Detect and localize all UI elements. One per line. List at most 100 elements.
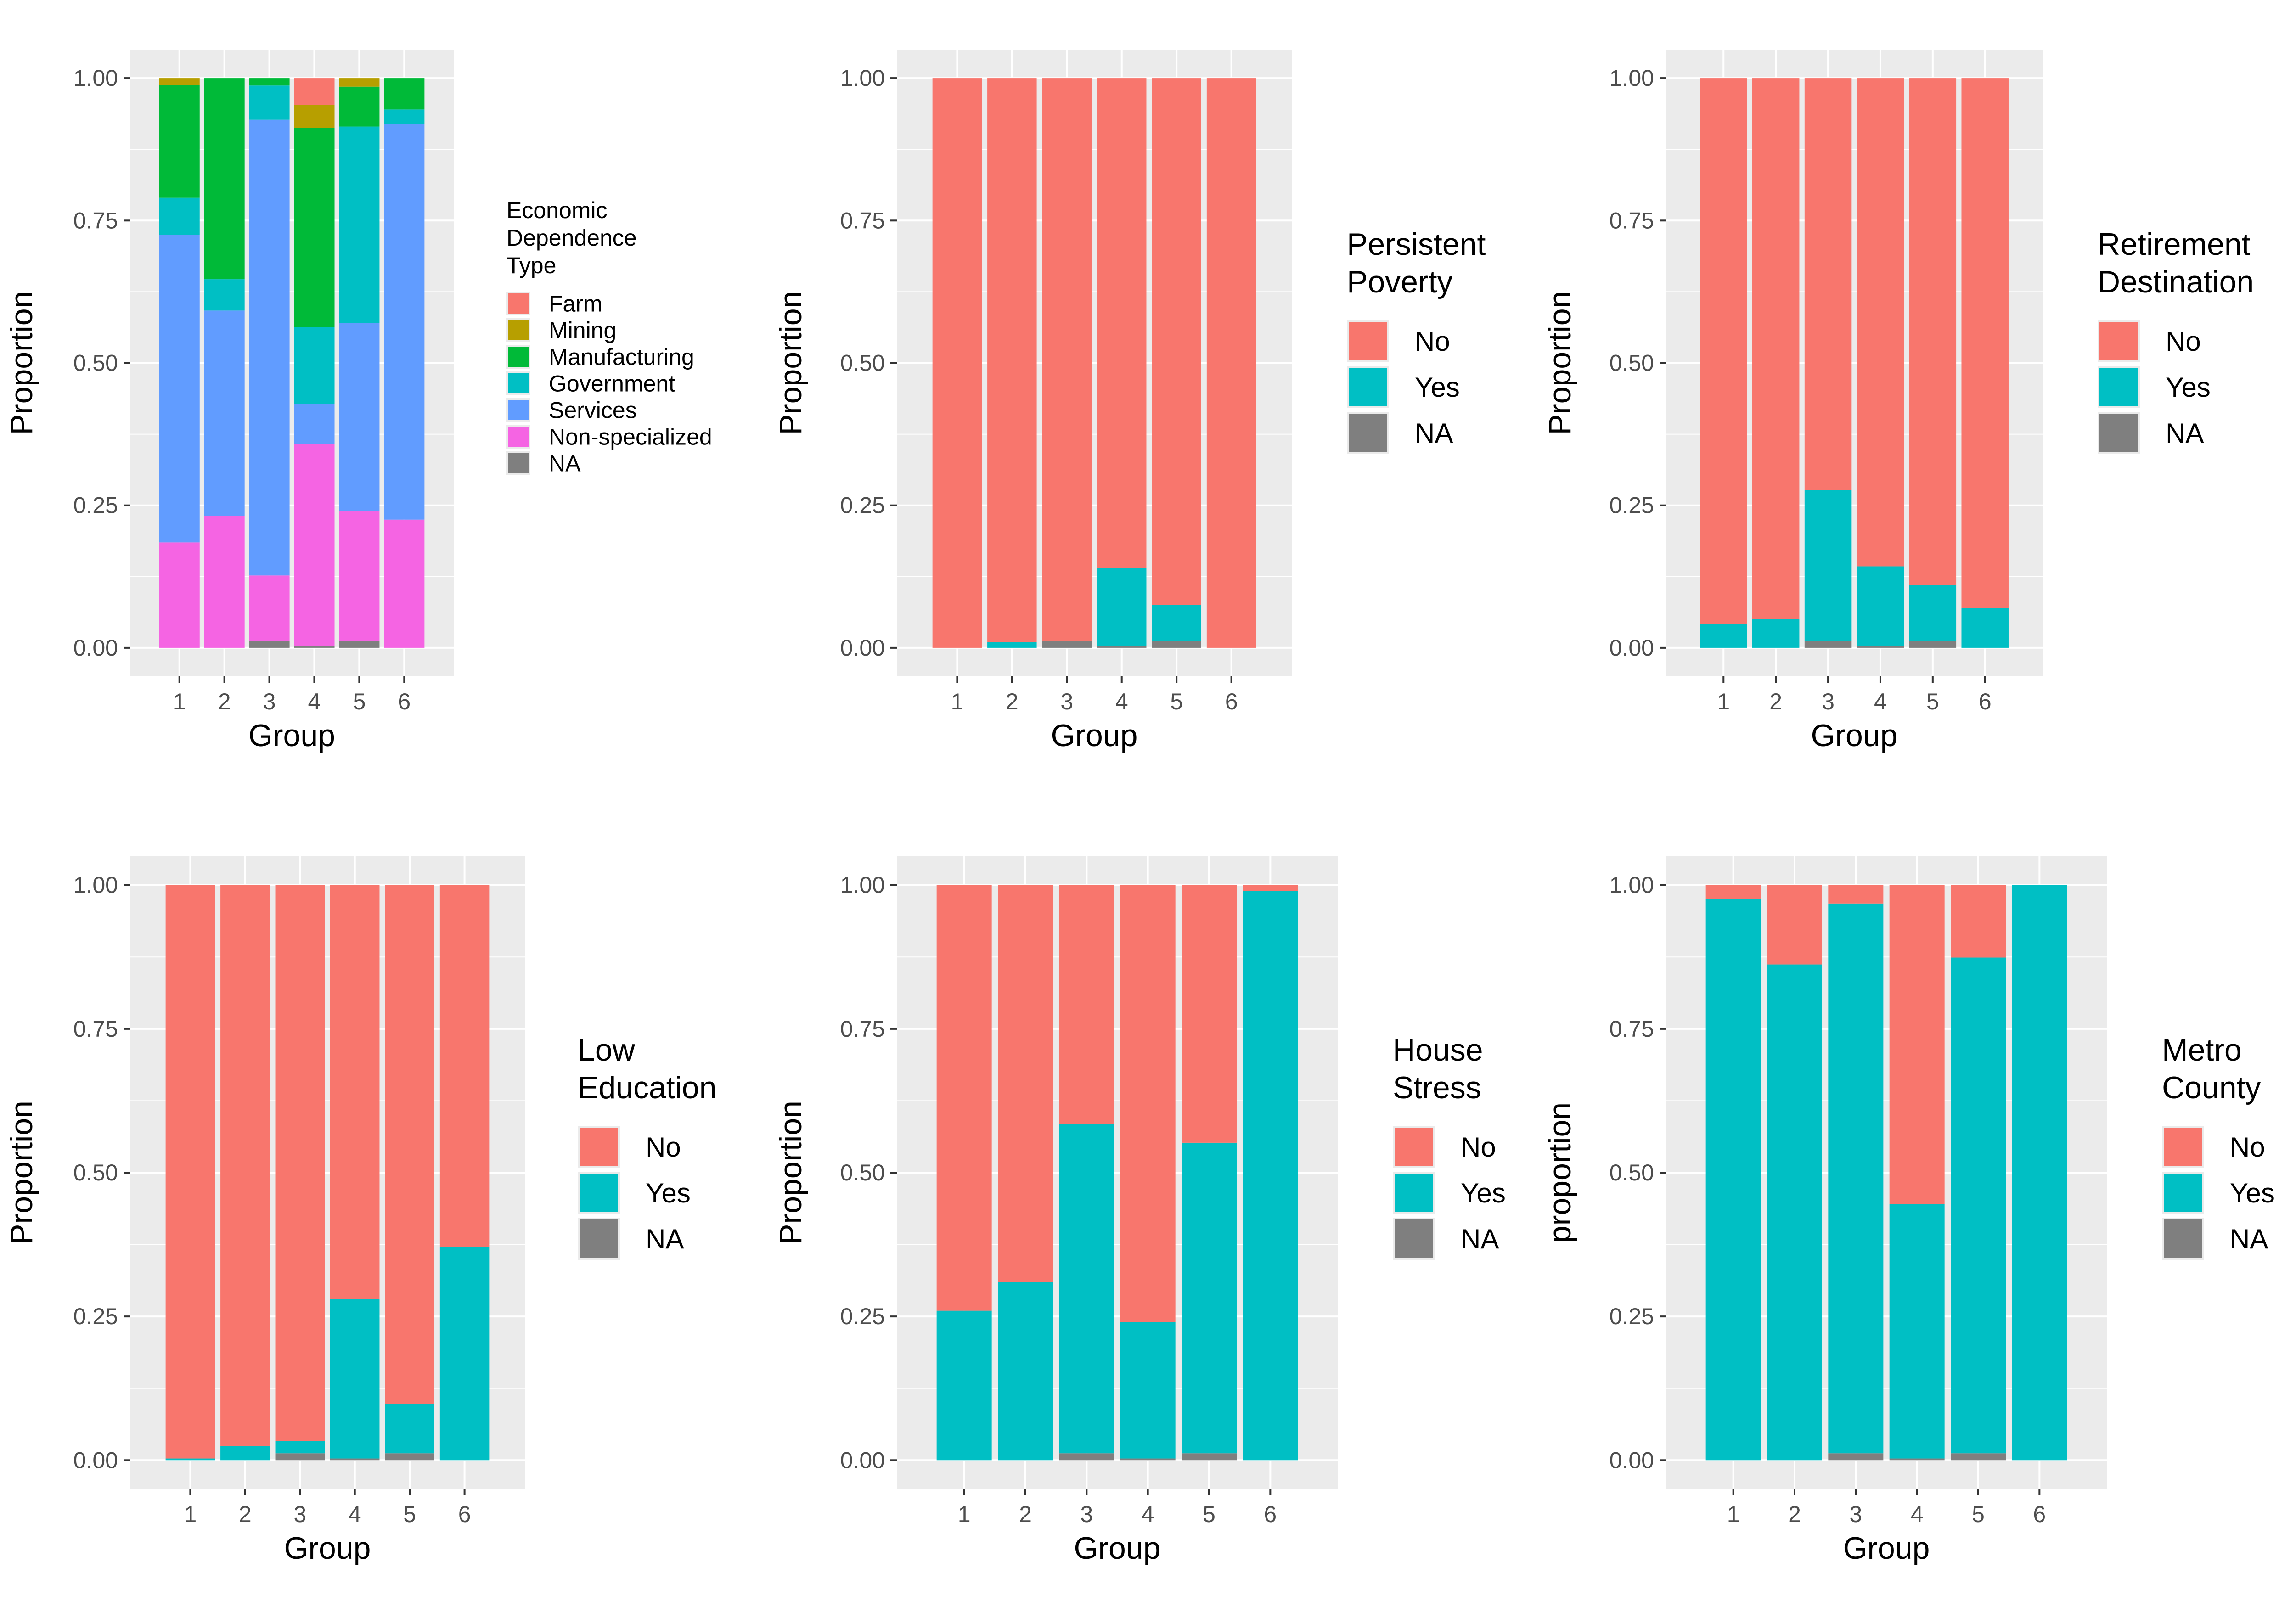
- panel-4: 0.00 0.25 0.50 0.75 1.00 1 2 3 4 5 6 Group Proportio…: [4, 856, 716, 1566]
- y-tick-label: 0.75: [1609, 1016, 1654, 1042]
- bar-segment-na-group-3: [1828, 1453, 1884, 1461]
- legend-key-yes: [580, 1174, 618, 1212]
- legend-label: Yes: [2166, 372, 2211, 403]
- legend-label: Services: [549, 398, 637, 423]
- legend-label: NA: [2230, 1224, 2268, 1254]
- legend-label: Mining: [549, 318, 616, 343]
- y-tick-label: 0.00: [840, 635, 885, 661]
- bar-segment-government-group-6: [384, 109, 425, 124]
- bar-segment-no-group-2: [987, 78, 1037, 642]
- y-tick-label: 0.00: [840, 1447, 885, 1473]
- bar-segment-no-group-4: [1857, 78, 1904, 567]
- x-tick-label: 3: [1822, 689, 1835, 714]
- y-tick-label: 0.25: [73, 493, 118, 518]
- legend-key-yes: [1395, 1174, 1433, 1212]
- bar-segment-yes-group-2: [1752, 619, 1800, 648]
- bar-segment-yes-group-2: [998, 1281, 1053, 1461]
- legend-title: Persistent: [1347, 227, 1486, 262]
- x-tick-label: 2: [239, 1501, 252, 1527]
- y-tick-label: 0.50: [840, 350, 885, 376]
- legend-title: County: [2162, 1070, 2261, 1105]
- bar-segment-na-group-3: [275, 1453, 325, 1461]
- y-tick-label: 1.00: [73, 65, 118, 91]
- bar-segment-yes-group-2: [220, 1445, 270, 1461]
- legend-label: Yes: [646, 1178, 691, 1208]
- bar-segment-no-group-5: [1951, 885, 2006, 958]
- bar-segment-na-group-5: [1182, 1453, 1237, 1461]
- y-tick-label: 0.25: [73, 1304, 118, 1329]
- bar-segment-yes-group-5: [1909, 585, 1957, 641]
- x-tick-label: 1: [951, 689, 963, 714]
- legend-key-services: [508, 400, 529, 420]
- y-axis-title: Proportion: [773, 1101, 808, 1245]
- bar-segment-government-group-3: [249, 85, 290, 120]
- legend-title: Economic: [506, 197, 608, 223]
- legend-key-na: [580, 1219, 618, 1258]
- bar-segment-na-group-4: [1889, 1458, 1945, 1461]
- y-axis-title: Proportion: [4, 1101, 39, 1245]
- x-tick-label: 3: [293, 1501, 306, 1527]
- legend-title: Destination: [2098, 264, 2254, 299]
- legend-label: Farm: [549, 291, 602, 317]
- x-axis-title: Group: [1074, 1531, 1161, 1566]
- legend-label: No: [2230, 1132, 2265, 1163]
- bar-segment-manufacturing-group-6: [384, 78, 425, 110]
- bar-segment-na-group-3: [1059, 1453, 1114, 1461]
- bar-segment-no-group-2: [998, 885, 1053, 1282]
- x-tick-label: 4: [308, 689, 321, 714]
- x-tick-label: 2: [1788, 1501, 1801, 1527]
- bar-segment-government-group-5: [339, 126, 380, 323]
- legend-title: Metro: [2162, 1033, 2242, 1068]
- x-tick-label: 6: [1979, 689, 1992, 714]
- y-tick-label: 0.50: [73, 350, 118, 376]
- x-tick-label: 1: [173, 689, 186, 714]
- legend-key-yes: [2099, 368, 2138, 406]
- bar-segment-no-group-1: [1700, 78, 1747, 624]
- bar-segment-yes-group-3: [1828, 903, 1884, 1454]
- bar-segment-yes-group-6: [1243, 891, 1298, 1461]
- y-tick-label: 0.25: [840, 1304, 885, 1329]
- x-tick-label: 1: [1717, 689, 1730, 714]
- bar-segment-no-group-1: [932, 78, 982, 648]
- bar-segment-no-group-1: [165, 885, 215, 1459]
- x-tick-label: 3: [1060, 689, 1073, 714]
- bar-segment-no-group-5: [1152, 78, 1201, 605]
- legend-key-no: [2099, 322, 2138, 360]
- panel-6: 0.00 0.25 0.50 0.75 1.00 1 2 3 4 5 6 Group proportio…: [1542, 856, 2275, 1566]
- y-tick-label: 0.75: [840, 1016, 885, 1042]
- bar-segment-yes-group-4: [1120, 1322, 1176, 1459]
- y-tick-label: 0.50: [840, 1160, 885, 1186]
- x-axis-title: Group: [1811, 718, 1898, 753]
- legend-key-na: [508, 453, 529, 473]
- bar-segment-yes-group-4: [1889, 1204, 1945, 1459]
- bar-segment-manufacturing-group-3: [249, 78, 290, 86]
- legend-key-non-specialized: [508, 427, 529, 447]
- y-tick-label: 0.50: [1609, 350, 1654, 376]
- bar-segment-yes-group-6: [439, 1247, 490, 1461]
- bar-segment-manufacturing-group-2: [204, 78, 245, 280]
- x-tick-label: 4: [1911, 1501, 1924, 1527]
- x-axis-title: Group: [284, 1531, 371, 1566]
- legend-title: Dependence: [506, 225, 637, 251]
- bar-segment-na-group-5: [1152, 641, 1201, 648]
- bar-segment-no-group-3: [1059, 885, 1114, 1124]
- y-tick-label: 0.75: [1609, 208, 1654, 233]
- bar-segment-no-group-4: [1889, 885, 1945, 1204]
- bar-segment-no-group-4: [1097, 78, 1147, 568]
- bar-segment-yes-group-1: [1700, 624, 1747, 648]
- legend-label: NA: [2166, 418, 2204, 449]
- bar-segment-na-group-3: [1042, 641, 1092, 648]
- bar-segment-no-group-3: [275, 885, 325, 1441]
- bar-segment-no-group-6: [1243, 885, 1298, 891]
- x-tick-label: 5: [1972, 1501, 1985, 1527]
- bar-segment-yes-group-4: [1857, 566, 1904, 646]
- bar-segment-yes-group-6: [2012, 885, 2067, 1461]
- legend-key-yes: [2164, 1174, 2202, 1212]
- x-tick-label: 2: [1006, 689, 1019, 714]
- panel-5: 0.00 0.25 0.50 0.75 1.00 1 2 3 4 5 6 Group Proportio…: [773, 856, 1506, 1566]
- legend-label: Yes: [2230, 1178, 2275, 1208]
- bar-segment-no-group-5: [385, 885, 434, 1404]
